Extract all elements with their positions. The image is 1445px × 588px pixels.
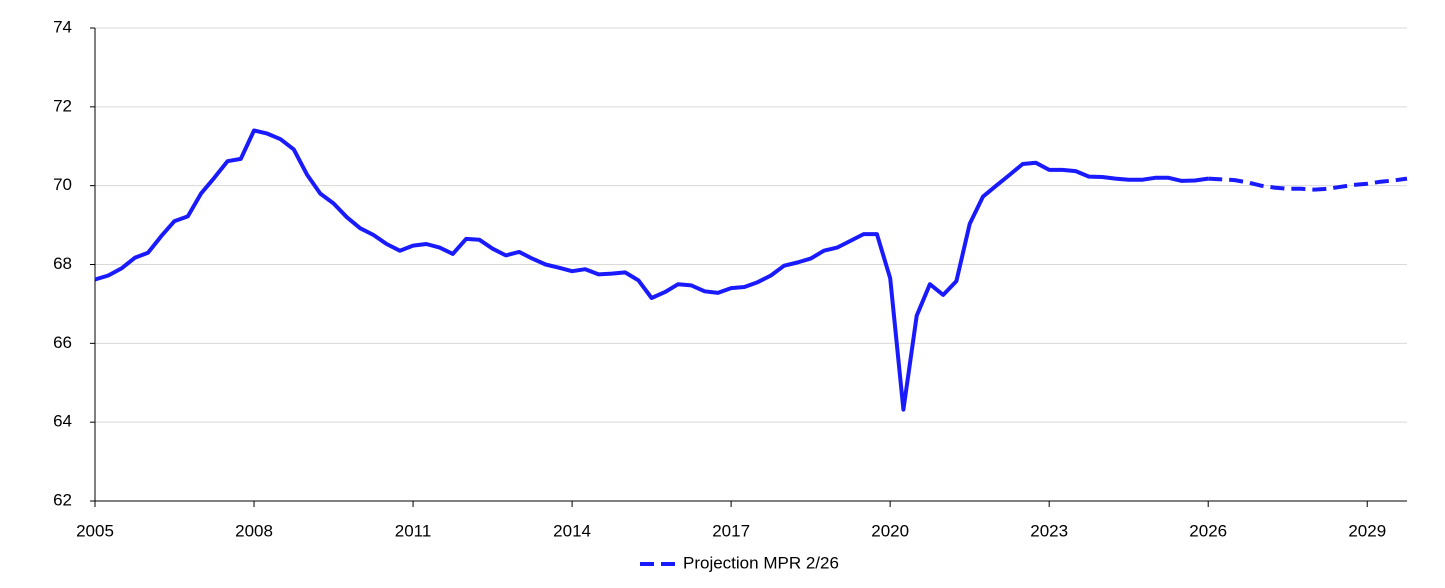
x-tick-label: 2014 <box>553 521 591 540</box>
y-tick-label: 66 <box>53 333 72 352</box>
legend-label: Projection MPR 2/26 <box>683 553 839 572</box>
data-line <box>94 128 1209 412</box>
y-tick-label: 70 <box>53 175 72 194</box>
data-line <box>1208 176 1408 192</box>
x-tick-label: 2026 <box>1189 521 1227 540</box>
x-tick-label: 2008 <box>235 521 273 540</box>
y-tick-label: 72 <box>53 96 72 115</box>
x-tick-label: 2020 <box>871 521 909 540</box>
x-tick-label: 2029 <box>1348 521 1386 540</box>
x-tick-label: 2005 <box>76 521 114 540</box>
x-tick-label: 2023 <box>1030 521 1068 540</box>
y-tick-label: 68 <box>53 254 72 273</box>
x-tick-label: 2011 <box>395 521 432 540</box>
y-tick-label: 74 <box>53 17 72 36</box>
x-tick-label: 2017 <box>712 521 750 540</box>
y-tick-label: 64 <box>53 412 72 431</box>
y-tick-label: 62 <box>53 490 72 509</box>
